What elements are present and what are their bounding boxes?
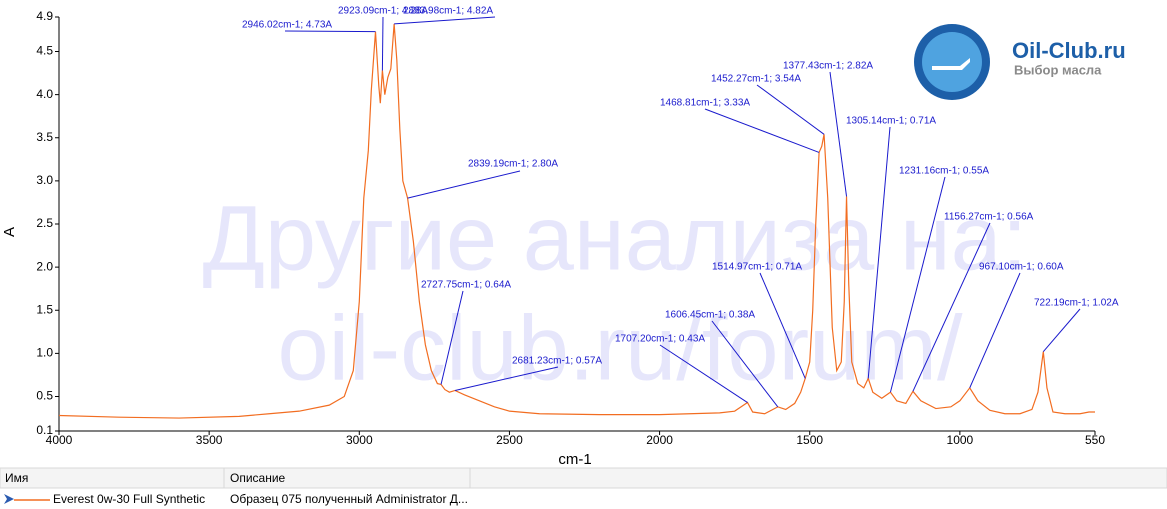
annotation-label: 967.10cm-1; 0.60A [979,262,1064,273]
annotation-label: 1305.14cm-1; 0.71A [846,116,936,127]
row-arrow [4,494,14,504]
annotation-leader [867,126,891,379]
annotation-label: 1452.27cm-1; 3.54A [711,74,801,85]
row-description: Образец 075 полученный Administrator Д..… [230,492,468,506]
x-tick-label: 4000 [46,433,73,447]
annotation-label: 1707.20cm-1; 0.43A [615,334,705,345]
annotation-leader [381,16,384,71]
watermark: oil-club.ru/forum/ [277,297,963,399]
annotation-label: 1156.27cm-1; 0.56A [944,212,1034,223]
table-header [0,467,1167,489]
spectrum-line [58,23,1095,419]
logo-can [932,58,970,70]
annotation-leader [969,272,1021,389]
x-tick-label: 3500 [196,433,223,447]
annotation-leader [394,16,496,25]
annotation-leader [659,344,748,403]
y-tick-label: 3.0 [36,173,53,187]
annotation-label: 2727.75cm-1; 0.64A [421,280,511,291]
logo-subtitle: Выбор масла [1014,62,1102,77]
column-header: Описание [230,471,286,485]
legend-entry[interactable]: Everest 0w-30 Full Synthetic [53,492,205,506]
logo: Oil-Club.ru Выбор масла [914,24,1126,100]
x-tick-label: 1500 [796,433,823,447]
annotation-leader [284,30,376,33]
annotation-label: 1377.43cm-1; 2.82A [783,61,873,72]
y-tick-label: 0.1 [36,423,53,437]
x-axis-title: cm-1 [558,451,591,468]
logo-title: Oil-Club.ru [1012,38,1126,63]
annotation-label: 722.19cm-1; 1.02A [1034,298,1119,309]
annotation-label: 2681.23cm-1; 0.57A [512,356,602,367]
x-tick-label: 550 [1085,433,1105,447]
annotation-leader [440,290,464,385]
x-tick-label: 2500 [496,433,523,447]
y-tick-label: 3.5 [36,130,53,144]
annotation-label: 2883.98cm-1; 4.82A [403,6,493,17]
table: Имя Описание Everest 0w-30 Full Syntheti… [0,467,1167,506]
annotation-leader [756,84,825,135]
annotation-leader [759,272,806,379]
annotation-label: 2839.19cm-1; 2.80A [468,159,558,170]
watermark: Другие анализа на: [203,187,1028,289]
annotation-label: 2923.09cm-1; 4.28A [338,6,428,17]
y-axis-title: A [1,227,18,237]
y-tick-label: 1.0 [36,346,53,360]
annotation-leader [889,176,946,393]
x-tick-label: 2000 [646,433,673,447]
annotation-leader [829,71,848,197]
y-tick-label: 2.5 [36,216,53,230]
y-tick-label: 4.0 [36,87,53,101]
annotation-leader [711,320,779,408]
annotation-leader [704,108,820,153]
annotation-leader [407,170,521,199]
annotation-label: 1514.97cm-1; 0.71A [712,262,802,273]
annotation-leader [1042,308,1081,352]
annotation-label: 1468.81cm-1; 3.33A [660,98,750,109]
y-tick-label: 2.0 [36,259,53,273]
annotation-label: 2946.02cm-1; 4.73A [242,20,332,31]
annotation-leader [912,222,991,392]
annotation-label: 1231.16cm-1; 0.55A [899,166,989,177]
y-tick-label: 0.5 [36,389,53,403]
logo-inner [922,32,982,92]
y-tick-label: 4.5 [36,44,53,58]
annotation-label: 1606.45cm-1; 0.38A [665,310,755,321]
y-tick-label: 1.5 [36,302,53,316]
x-tick-label: 3000 [346,433,373,447]
x-tick-label: 1000 [947,433,974,447]
y-tick-label: 4.9 [36,9,53,23]
column-header: Имя [5,471,28,485]
annotation-leader [454,366,559,391]
